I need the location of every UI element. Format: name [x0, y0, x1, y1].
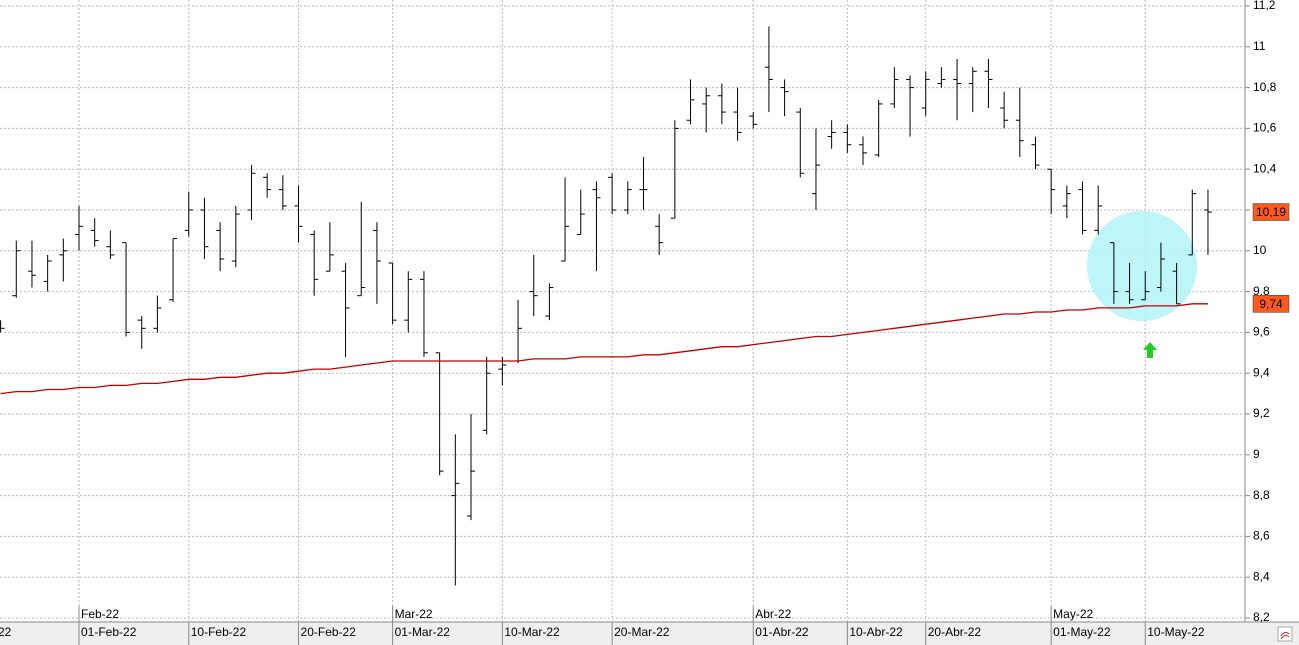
y-tick-label: 9	[1253, 447, 1260, 461]
x-tick-label: 22	[0, 625, 12, 639]
y-tick-label: 11	[1253, 39, 1266, 53]
month-label: Feb-22	[81, 607, 119, 621]
x-tick-label: 20-Feb-22	[301, 625, 357, 639]
y-tick-label: 10,8	[1253, 80, 1277, 94]
y-tick-label: 10,4	[1253, 161, 1277, 175]
x-tick-label: 01-May-22	[1053, 625, 1111, 639]
y-tick-label: 8,6	[1253, 529, 1270, 543]
y-tick-label: 8,8	[1253, 488, 1270, 502]
x-tick-label: 10-Feb-22	[191, 625, 247, 639]
x-tick-label: 20-Mar-22	[614, 625, 670, 639]
month-label: May-22	[1053, 607, 1093, 621]
y-tick-label: 9,8	[1253, 284, 1270, 298]
x-axis-band	[0, 622, 1299, 645]
corner-icon-glyph	[1280, 631, 1290, 640]
moving-average	[0, 303, 1208, 395]
x-tick-label: 10-Mar-22	[504, 625, 560, 639]
y-tick-label: 10	[1253, 243, 1267, 257]
last-value-label: 10,19	[1256, 205, 1286, 219]
x-tick-label: 01-Mar-22	[395, 625, 451, 639]
corner-icon	[1277, 626, 1293, 642]
x-tick-label: 01-Abr-22	[755, 625, 809, 639]
y-tick-label: 9,2	[1253, 406, 1270, 420]
grid	[0, 0, 1245, 622]
x-tick-label: 01-Feb-22	[81, 625, 137, 639]
y-tick-label: 8,2	[1253, 610, 1270, 624]
x-tick-label: 20-Abr-22	[928, 625, 982, 639]
last-value-box	[1252, 295, 1290, 313]
y-tick-label: 8,4	[1253, 569, 1270, 583]
last-value-label: 9,74	[1259, 297, 1283, 311]
highlight-circle	[1087, 211, 1197, 321]
y-tick-label: 11,2	[1253, 0, 1276, 12]
y-tick-label: 10,6	[1253, 121, 1277, 135]
x-tick-label: 10-May-22	[1147, 625, 1205, 639]
month-label: Mar-22	[395, 607, 433, 621]
x-tick-label: 10-Abr-22	[849, 625, 903, 639]
up-arrow	[1143, 342, 1157, 358]
y-tick-label: 9,6	[1253, 325, 1270, 339]
y-tick-label: 9,4	[1253, 365, 1270, 379]
last-value-box	[1252, 203, 1290, 221]
month-label: Abr-22	[755, 607, 791, 621]
